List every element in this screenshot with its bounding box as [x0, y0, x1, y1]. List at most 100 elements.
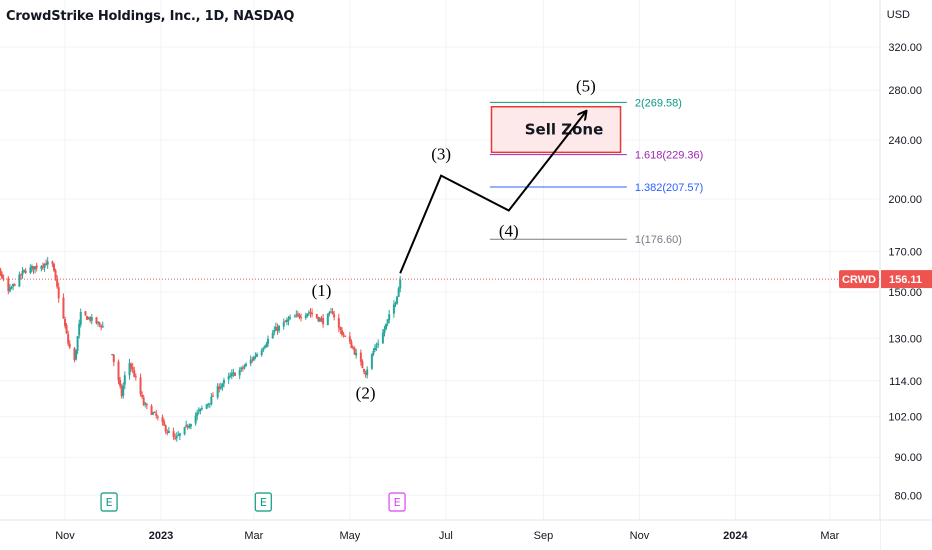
candle-body [21, 271, 24, 275]
candle-body [240, 367, 243, 370]
candle-body [372, 350, 375, 355]
candle-body [386, 319, 389, 324]
candle-body [100, 325, 103, 328]
time-tick-label: 2023 [149, 530, 173, 542]
candle-body [328, 312, 331, 315]
candle-body [230, 373, 233, 377]
sell-zone-box[interactable] [490, 105, 622, 154]
price-tick-label: 280.00 [888, 85, 922, 97]
candle-body [62, 297, 65, 319]
candle-body [64, 318, 66, 326]
price-tick-label: 200.00 [888, 194, 922, 206]
candle-body [287, 319, 290, 321]
candle-body [304, 315, 307, 318]
candle-body [315, 314, 318, 318]
earnings-badge[interactable] [388, 492, 406, 512]
candle-body [381, 332, 384, 344]
earnings-marker[interactable]: E [254, 492, 272, 512]
candle-body [119, 379, 122, 386]
candle-body [177, 435, 180, 437]
fib-level-label: 1.618(229.36) [635, 150, 704, 162]
candle-body [95, 317, 98, 324]
candle-body [153, 412, 156, 414]
candle-body [24, 270, 27, 274]
candle-body [133, 370, 136, 377]
candle-body [385, 323, 388, 329]
candle-body [383, 329, 386, 334]
last-price-badge[interactable]: CRWD 156.11 [839, 270, 932, 289]
sell-zone-label: Sell Zone [525, 121, 604, 139]
time-tick-label: May [339, 530, 360, 542]
candle-body [134, 376, 137, 378]
candle-body [155, 413, 158, 416]
candle-body [207, 403, 210, 405]
candle-body [65, 325, 68, 334]
candle-body [46, 261, 49, 265]
candle-body [233, 372, 236, 376]
earnings-marker[interactable]: E [100, 492, 118, 512]
candle-body [43, 263, 46, 268]
candle-body [208, 403, 211, 405]
price-tick-label: 114.00 [889, 376, 922, 388]
candle-body [377, 343, 380, 345]
candle-body [394, 303, 397, 305]
price-tick-label: 240.00 [888, 135, 922, 147]
candle-body [7, 278, 10, 292]
candle-body [243, 366, 246, 369]
candle-body [178, 433, 181, 436]
last-price-label: 156.11 [889, 274, 922, 286]
candle-body [97, 321, 100, 323]
candle-body [326, 314, 329, 326]
candle-body [90, 317, 93, 321]
candle-body [344, 335, 347, 337]
earnings-marker[interactable]: E [388, 492, 406, 512]
candle-body [392, 304, 395, 314]
price-tick-label: 320.00 [888, 42, 922, 54]
candle-body [251, 359, 254, 361]
candle-body [194, 415, 197, 424]
time-tick-label: Sep [534, 530, 554, 542]
candle-body [361, 361, 364, 369]
candle-body [289, 317, 292, 319]
candle-body [229, 375, 232, 377]
candle-body [216, 386, 219, 398]
candle-body [274, 326, 277, 331]
candle-body [244, 363, 247, 366]
candle-body [40, 266, 43, 269]
candle-body [374, 347, 377, 350]
candle-body [355, 352, 358, 356]
candle-body [57, 287, 60, 299]
earnings-badge[interactable] [100, 492, 118, 512]
candle-body [265, 343, 268, 347]
candle-body [30, 266, 33, 268]
candle-body [78, 323, 81, 336]
candle-body [221, 383, 224, 387]
candle-body [89, 317, 92, 321]
price-tick-label: 90.00 [894, 452, 922, 464]
candle-body [309, 312, 312, 314]
candle-body [161, 417, 164, 423]
candle-body [311, 312, 314, 315]
candle-body [300, 317, 303, 319]
drawings[interactable]: 2(269.58) 1.618(229.36) 1.382(207.57) 1(176… [0, 77, 880, 512]
candle-body [32, 266, 35, 270]
wave-label: (4) [499, 221, 519, 240]
candle-body [276, 327, 279, 331]
candle-body [263, 346, 266, 348]
candle-body [84, 311, 87, 316]
price-tick-label: 80.00 [894, 490, 922, 502]
candle-body [399, 279, 402, 289]
candle-body [172, 431, 175, 437]
elliott-wave-projection[interactable] [399, 112, 586, 274]
candle-body [45, 263, 48, 266]
candle-body [18, 274, 21, 287]
earnings-label: E [394, 496, 401, 509]
time-axis-bg [0, 520, 880, 550]
candle-body [10, 287, 13, 289]
candle-body [267, 338, 270, 344]
candles [0, 256, 402, 442]
earnings-badge[interactable] [254, 492, 272, 512]
